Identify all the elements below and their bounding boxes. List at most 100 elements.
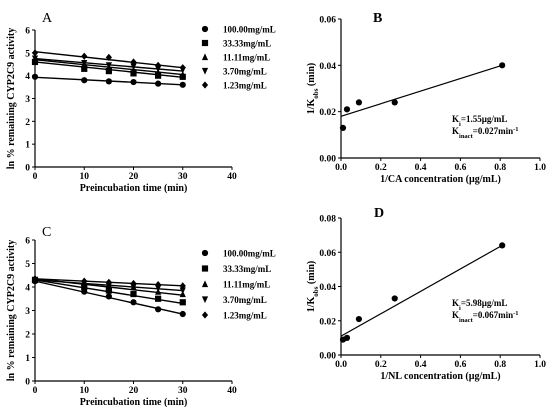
x-tick-label: 40 [227,386,237,396]
y-tick-label: 0.04 [319,283,336,293]
y-tick-label: 0 [25,164,30,174]
data-point [340,125,346,131]
y-tick-label: 4 [25,72,30,82]
y-tick-label: 4 [25,284,30,294]
y-tick-label: 6 [25,27,30,37]
data-point [356,99,362,105]
data-point [180,64,186,71]
data-point [180,311,186,317]
data-point [392,99,398,105]
data-point [130,299,136,305]
legend-marker [202,296,208,303]
series-1 [340,242,505,342]
y-tick-label: 1 [25,141,30,151]
x-tick-label: 20 [129,386,139,396]
legend: 100.00mg/mL 33.33mg/mL 11.11mg/mL 3.70mg/mL… [202,25,276,91]
panel-label: A [42,11,53,26]
x-tick-label: 20 [129,172,139,182]
data-point [392,295,398,301]
x-axis-title: Preincubation time (min) [80,183,188,194]
kinetics-annotation: Ki=1.55µg/mLKinact=0.027min-1 [452,114,519,140]
legend-marker [202,26,208,32]
y-tick-label: 0.06 [319,16,336,26]
y-axis-title: 1/Kobs (min) [306,261,320,313]
chart-panel-c: 0 10 20 30 400123456Preincubation time (min)… [6,225,276,407]
data-point [130,280,136,287]
chart-panel-d: 0.0 0.2 0.4 0.6 0.8 1.00.000.020.040.060.081/… [306,206,546,382]
data-point [180,82,186,88]
legend-label: 100.00mg/mL [223,249,276,259]
x-tick-label: 0.0 [335,360,347,370]
legend-marker [202,81,208,88]
legend-marker [202,265,208,271]
fit-line [341,65,502,116]
x-axis-title: 1/CA concentration (µg/mL) [380,174,501,185]
data-point [180,299,186,305]
panel-label: C [42,225,51,240]
kinact-annotation: Kinact=0.027min-1 [452,126,519,140]
x-tick-label: 40 [227,172,237,182]
legend-marker [202,68,208,75]
kinetics-annotation: Ki=5.98µg/mLKinact=0.067min-1 [452,298,519,324]
data-point [106,293,112,299]
x-tick-label: 0.6 [454,163,466,173]
panel-label: B [373,11,382,26]
legend-label: 33.33mg/mL [223,39,271,49]
x-tick-label: 0.4 [415,163,427,173]
kinact-annotation: Kinact=0.067min-1 [452,310,519,324]
y-tick-label: 2 [25,331,30,341]
legend-marker [202,40,208,46]
chart-panel-a: 0 10 20 30 400123456Preincubation time (min)… [6,11,276,194]
y-tick-label: 3 [25,95,30,105]
y-tick-label: 5 [25,260,30,270]
x-axis-title: 1/NL concentration (µg/mL) [380,371,500,382]
x-tick-label: 1.0 [534,360,546,370]
x-tick-label: 0.0 [335,163,347,173]
legend-marker [202,311,208,318]
y-tick-label: 3 [25,307,30,317]
x-tick-label: 0 [33,386,38,396]
legend-label: 100.00mg/mL [223,25,276,35]
y-tick-label: 0.02 [319,108,336,118]
y-tick-label: 0.04 [319,62,336,72]
y-tick-label: 2 [25,118,30,128]
data-point [499,62,505,68]
data-point [130,291,136,297]
y-tick-label: 0.02 [319,317,336,327]
y-tick-label: 6 [25,237,30,247]
y-tick-label: 0 [25,378,30,388]
data-point [130,79,136,85]
x-axis-title: Preincubation time (min) [80,397,188,407]
legend-marker [202,280,208,287]
data-point [81,77,87,83]
legend-label: 1.23mg/mL [223,311,267,321]
panel-label: D [374,206,384,221]
legend-marker [202,250,208,256]
data-point [155,62,161,69]
y-tick-label: 0.00 [319,352,336,362]
data-point [155,81,161,87]
y-axis-title: ln % remaining CYP2C9 activity [6,28,17,169]
x-tick-label: 0 [33,172,38,182]
y-axis-title: 1/Kobs (min) [306,63,320,115]
legend-label: 33.33mg/mL [223,264,271,274]
data-point [155,306,161,312]
data-point [356,316,362,322]
data-point [344,335,350,341]
y-tick-label: 0.06 [319,249,336,259]
data-point [155,281,161,288]
data-point [106,78,112,84]
legend: 100.00mg/mL 33.33mg/mL 11.11mg/mL 3.70mg/mL… [202,249,276,321]
data-point [155,296,161,302]
x-tick-label: 0.4 [415,360,427,370]
legend-label: 11.11mg/mL [223,53,270,63]
x-tick-label: 0.2 [375,163,387,173]
fit-line [341,245,502,336]
y-tick-label: 1 [25,354,30,364]
y-tick-label: 0.00 [319,155,336,165]
legend-marker [202,53,208,60]
x-tick-label: 0.6 [454,360,466,370]
x-tick-label: 0.2 [375,360,387,370]
data-point [32,49,38,56]
legend-label: 1.23mg/mL [223,81,267,91]
